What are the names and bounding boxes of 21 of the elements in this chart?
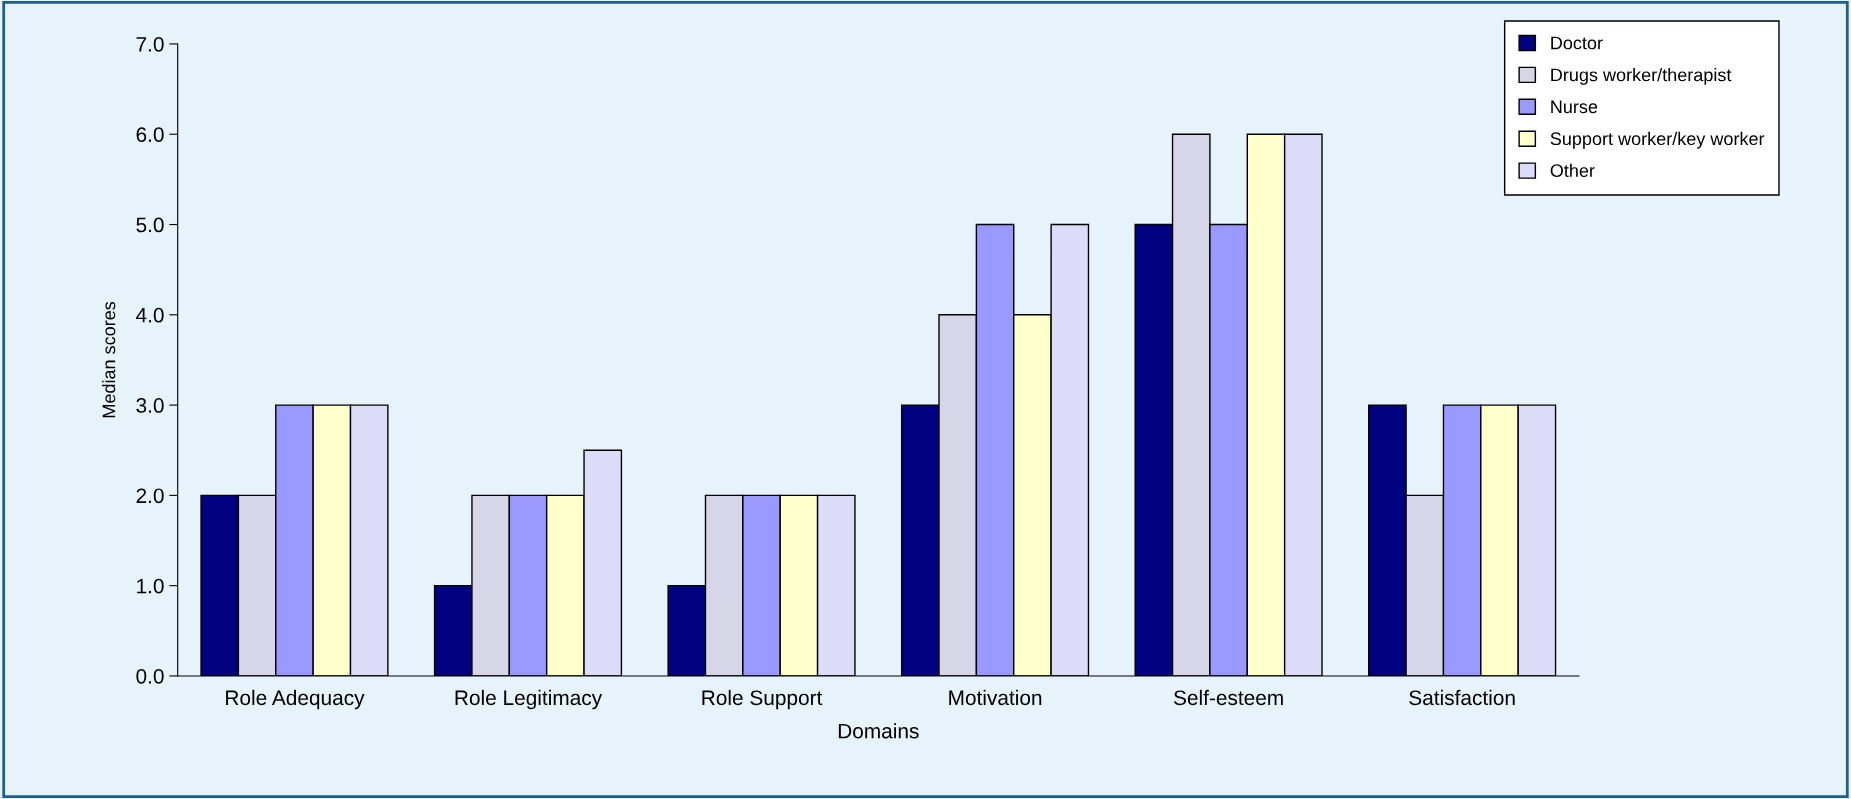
y-tick-label: 3.0 bbox=[136, 398, 164, 413]
x-tick-label: Role Support bbox=[702, 689, 823, 710]
y-tick-label: 1.0 bbox=[137, 578, 164, 594]
y-tick-label: 5.0 bbox=[136, 217, 164, 233]
y-tick-label: 7.0 bbox=[136, 36, 164, 52]
y-tick-label: 6.0 bbox=[136, 127, 164, 142]
x-tick-label: Satisfaction bbox=[1409, 689, 1515, 706]
legend-label: Drugs worker/therapist bbox=[1551, 68, 1732, 85]
x-tick-label: Role Legitimacy bbox=[455, 689, 603, 710]
legend-label: Other bbox=[1550, 163, 1595, 178]
legend-label: Support worker/key worker bbox=[1550, 131, 1765, 149]
y-tick-label: 2.0 bbox=[136, 488, 164, 504]
x-axis-title: Domains bbox=[838, 723, 919, 739]
x-tick-label: Motivation bbox=[949, 689, 1042, 706]
y-tick-label: 4.0 bbox=[136, 307, 164, 323]
x-tick-label: Self-esteem bbox=[1173, 689, 1283, 706]
y-tick-label: 0.0 bbox=[136, 668, 164, 684]
y-axis-title: Median scores bbox=[102, 301, 116, 418]
legend-label: Nurse bbox=[1551, 100, 1598, 114]
legend-label: Doctor bbox=[1551, 36, 1603, 50]
x-tick-label: Role Adequacy bbox=[226, 689, 365, 710]
